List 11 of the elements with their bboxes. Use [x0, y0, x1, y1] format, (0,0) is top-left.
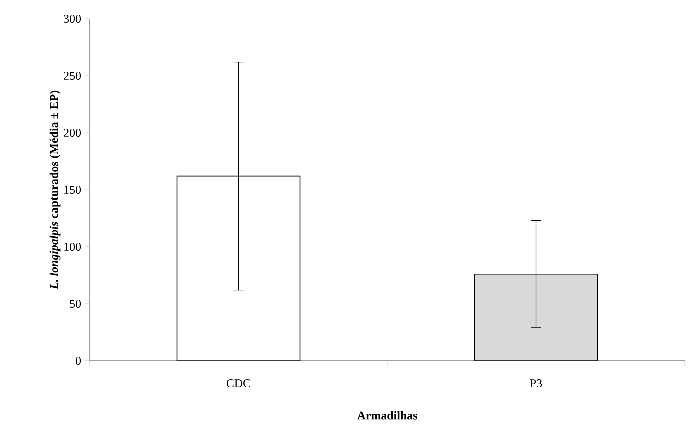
x-tick-label: P3 [530, 380, 542, 388]
y-tick-label: 300 [64, 14, 82, 24]
y-tick-label: 250 [64, 72, 82, 80]
x-tick-label: CDC [226, 380, 250, 388]
x-axis-title: Armadilhas [357, 411, 418, 420]
y-tick-label: 100 [64, 242, 82, 252]
y-tick-label: 150 [64, 186, 82, 194]
y-tick-label: 0 [76, 356, 82, 366]
y-tick-label: 200 [64, 128, 82, 138]
y-axis-title: L. longipalpis capturados (Média ± EP) [50, 90, 61, 290]
y-tick-label: 50 [70, 300, 82, 308]
